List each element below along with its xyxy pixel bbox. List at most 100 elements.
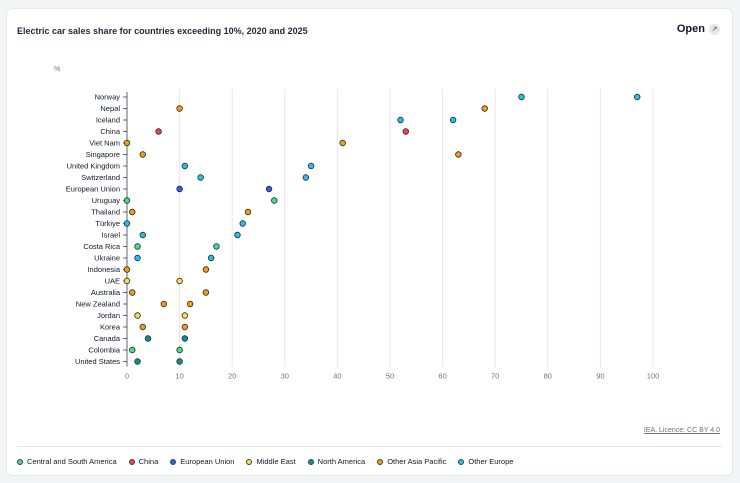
legend-item[interactable]: Central and South America	[17, 457, 117, 466]
x-tick-label: 60	[438, 372, 446, 381]
data-point	[134, 358, 141, 365]
data-point	[181, 162, 189, 170]
x-tick-label: 40	[333, 372, 341, 381]
legend-item[interactable]: Other Asia Pacific	[377, 457, 446, 466]
data-point	[339, 139, 346, 147]
y-tick-label: Indonesia	[87, 265, 120, 274]
data-point	[239, 220, 246, 227]
data-point	[176, 277, 183, 285]
data-point	[213, 243, 220, 250]
data-point	[518, 93, 525, 101]
y-tick-label: Iceland	[96, 116, 120, 125]
legend-label: Middle East	[256, 457, 296, 466]
data-point	[271, 197, 278, 204]
y-tick-label: European Union	[66, 185, 120, 194]
y-tick-label: Colombia	[88, 346, 121, 355]
legend-label: China	[138, 457, 159, 466]
data-point	[197, 174, 204, 181]
y-tick-label: Australia	[91, 288, 121, 297]
data-point	[307, 162, 315, 170]
data-point	[160, 300, 168, 308]
y-tick-label: Viet Nam	[89, 139, 120, 148]
legend: Central and South America China European U…	[17, 457, 513, 466]
data-point	[139, 323, 146, 331]
y-tick-label: Uruguay	[92, 196, 121, 205]
x-tick-label: 90	[596, 372, 604, 381]
y-tick-label: China	[100, 127, 120, 136]
legend-divider	[17, 446, 722, 447]
chart-title: Electric car sales share for countries e…	[17, 26, 308, 36]
x-tick-label: 80	[544, 372, 552, 381]
x-tick-label: 30	[281, 372, 289, 381]
data-point	[186, 300, 194, 308]
data-point	[455, 151, 462, 158]
legend-item[interactable]: Other Europe	[458, 457, 513, 466]
y-tick-label: Singapore	[86, 150, 120, 159]
data-point	[634, 93, 641, 101]
data-point	[302, 174, 310, 181]
open-button[interactable]: Open ↗	[677, 23, 720, 35]
legend-swatch	[246, 458, 253, 465]
legend-label: Central and South America	[27, 457, 117, 466]
x-tick-label: 100	[647, 372, 660, 381]
y-tick-label: Costa Rica	[83, 242, 121, 251]
data-point	[123, 277, 131, 285]
y-tick-label: Ukraine	[94, 254, 120, 263]
data-point	[481, 105, 488, 112]
data-point	[207, 254, 215, 262]
y-tick-label: Canada	[94, 334, 121, 343]
data-point	[129, 289, 136, 296]
data-point	[397, 116, 404, 124]
data-point	[234, 231, 241, 239]
legend-swatch	[17, 458, 23, 465]
legend-swatch	[307, 458, 314, 465]
legend-swatch	[128, 458, 135, 465]
legend-swatch	[458, 458, 465, 465]
data-point	[176, 358, 183, 365]
x-tick-label: 10	[175, 372, 183, 381]
y-tick-label: Türkiye	[95, 219, 120, 228]
x-tick-label: 50	[386, 372, 394, 381]
x-tick-label: 0	[125, 372, 129, 381]
data-point	[134, 254, 141, 262]
legend-item[interactable]: China	[128, 457, 159, 466]
legend-item[interactable]: Middle East	[246, 457, 296, 466]
data-point	[265, 185, 273, 193]
x-tick-label: 20	[228, 372, 236, 381]
data-point	[202, 266, 210, 273]
legend-item[interactable]: European Union	[170, 457, 234, 466]
open-label: Open	[676, 23, 705, 35]
y-tick-label: UAE	[105, 277, 120, 286]
data-point	[155, 128, 162, 135]
legend-swatch	[170, 458, 177, 465]
data-point	[139, 151, 146, 158]
data-point	[123, 197, 131, 204]
data-point	[129, 346, 136, 354]
data-point	[123, 266, 131, 273]
data-point	[123, 139, 131, 147]
data-point	[176, 185, 183, 193]
data-point	[129, 208, 136, 216]
data-point	[181, 335, 189, 342]
y-unit-label: %	[54, 66, 60, 73]
y-tick-label: New Zealand	[76, 300, 120, 309]
y-tick-label: United Kingdom	[67, 162, 120, 171]
data-point	[134, 312, 141, 319]
chart-card: Electric car sales share for countries e…	[6, 8, 733, 476]
y-tick-label: United States	[75, 357, 120, 366]
data-point	[139, 231, 146, 239]
legend-item[interactable]: North America	[307, 457, 366, 466]
data-point	[244, 208, 252, 216]
legend-label: Other Asia Pacific	[387, 457, 447, 466]
data-point	[181, 323, 189, 331]
y-tick-label: Nepal	[100, 104, 120, 113]
y-tick-label: Switzerland	[81, 173, 120, 182]
data-point	[402, 128, 409, 135]
data-point	[181, 312, 189, 319]
legend-label: North America	[317, 457, 366, 466]
licence-link[interactable]: IEA. Licence: CC BY 4.0	[643, 427, 720, 434]
legend-swatch	[377, 458, 384, 465]
data-point	[202, 289, 210, 296]
data-point	[176, 346, 183, 354]
y-tick-label: Thailand	[91, 208, 120, 217]
